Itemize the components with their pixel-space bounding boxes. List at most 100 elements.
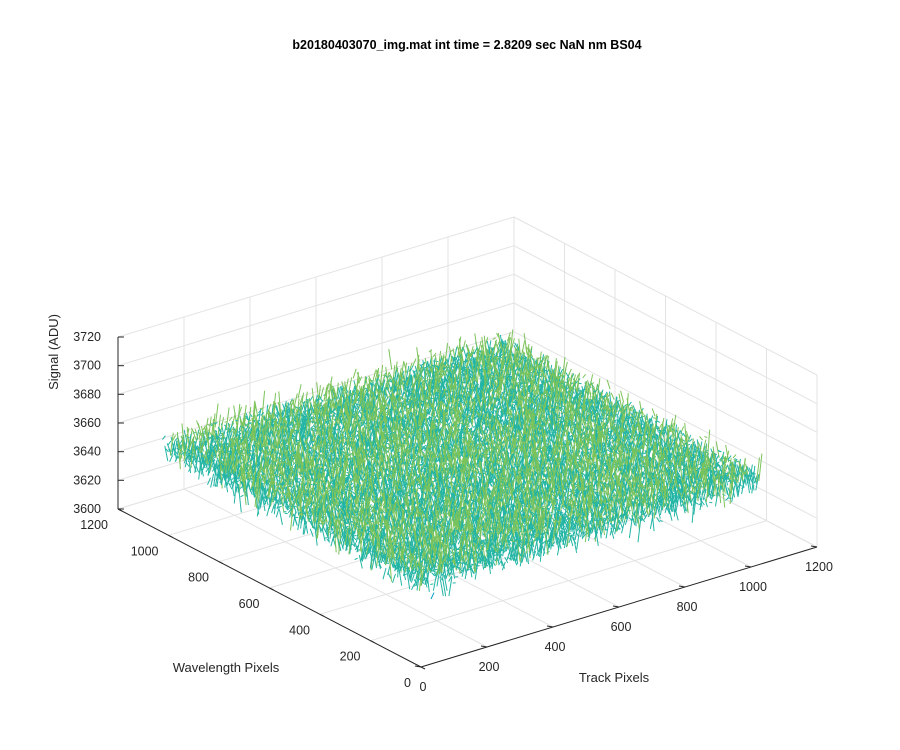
surface-segment <box>499 375 504 398</box>
surface-segment <box>385 413 389 416</box>
surface-segment <box>493 378 498 387</box>
surface-segment <box>495 356 499 360</box>
surface-segment <box>409 390 413 393</box>
surface-segment <box>497 332 502 349</box>
surface-segment <box>461 340 466 353</box>
surface-segment <box>462 372 467 384</box>
surface-segment <box>582 373 586 379</box>
surface-segment <box>405 377 410 385</box>
sidewall-gridline-z <box>513 302 818 462</box>
surface-segment <box>564 381 568 384</box>
surface-segment <box>562 368 567 386</box>
surface-segment <box>552 384 557 404</box>
surface-segment <box>413 369 417 373</box>
surface-segment <box>474 351 479 372</box>
surface-segment <box>541 356 546 364</box>
surface-segment <box>426 371 431 380</box>
surface-segment <box>538 356 542 359</box>
surface-segment <box>545 377 550 389</box>
surface-segment <box>575 374 579 383</box>
surface-segment <box>539 378 544 388</box>
surface-segment <box>448 346 453 363</box>
surface-segment <box>401 376 406 382</box>
surface-segment <box>470 348 475 357</box>
surface-segment <box>524 380 529 384</box>
surface-segment <box>473 347 478 355</box>
surface-segment <box>537 384 542 400</box>
surface-segment <box>506 366 511 383</box>
surface-segment <box>571 379 576 390</box>
surface-segment <box>432 370 436 375</box>
surface-segment <box>517 369 522 404</box>
surface-segment <box>384 407 388 410</box>
surface-segment <box>378 379 383 386</box>
surface-segment <box>510 383 515 393</box>
surface-segment <box>501 441 506 444</box>
surface-segment <box>468 368 473 374</box>
surface-segment <box>489 376 493 379</box>
surface-segment <box>540 364 545 377</box>
surface-segment <box>480 344 485 369</box>
surface-segment <box>488 364 493 367</box>
surface-segment <box>412 358 417 366</box>
surface-segment <box>599 428 603 430</box>
surface-segment <box>419 367 424 390</box>
surface-segment <box>456 378 461 386</box>
surface-segment <box>451 355 456 361</box>
surface-segment <box>517 367 521 371</box>
surface-segment <box>421 361 426 366</box>
surface-segment <box>483 335 488 368</box>
surface-segment <box>727 459 731 461</box>
backwall-gridline-z <box>117 302 515 424</box>
surface-segment <box>496 377 501 396</box>
surface-segment <box>429 378 434 385</box>
surface-segment <box>460 368 465 372</box>
surface-segment <box>408 362 413 373</box>
sidewall-gridline-z <box>513 273 818 433</box>
surface-segment <box>408 377 413 387</box>
surface-segment <box>496 349 501 355</box>
backwall-gridline-z <box>117 331 515 453</box>
surface-segment <box>498 380 503 391</box>
surface-segment <box>558 371 563 377</box>
surface-segment <box>488 347 492 362</box>
sidewall-gridline-z <box>513 216 818 376</box>
surface-segment <box>510 354 515 356</box>
backwall-gridline-z <box>117 273 515 395</box>
surface-segment <box>514 370 519 381</box>
surface-segment <box>508 375 512 379</box>
surface-segment <box>465 378 470 386</box>
surface-segment <box>528 345 533 359</box>
surface-segment <box>459 346 464 365</box>
surface-segment <box>421 362 426 372</box>
surface-segment <box>316 398 320 401</box>
surface-segment <box>490 374 495 378</box>
surface-segment <box>578 382 582 385</box>
surface-segment <box>474 333 479 355</box>
surface-segment <box>487 358 492 377</box>
surface-segment <box>525 380 530 388</box>
surface-segment <box>566 377 571 387</box>
surface-segment <box>403 377 408 387</box>
surface-segment <box>537 371 542 375</box>
surface-segment <box>440 373 444 379</box>
surface-segment <box>469 346 474 358</box>
surface-segment <box>562 381 567 410</box>
surface-segment <box>502 365 507 382</box>
surface-segment <box>495 373 500 378</box>
surface-segment <box>596 378 601 401</box>
surface-segment <box>508 373 512 376</box>
surface-segment <box>515 355 520 371</box>
surface-segment <box>589 374 594 388</box>
surface-segment <box>507 332 511 342</box>
surface-segment <box>491 344 496 360</box>
surface-segment <box>431 382 436 384</box>
surface-segment <box>437 369 442 392</box>
surface-segment <box>472 358 477 365</box>
surface-segment <box>374 369 379 382</box>
surface-segment <box>535 378 540 395</box>
surface-segment <box>509 351 514 369</box>
surface-segment <box>381 373 386 387</box>
surface-segment <box>515 382 520 396</box>
surface-segment <box>536 364 540 368</box>
